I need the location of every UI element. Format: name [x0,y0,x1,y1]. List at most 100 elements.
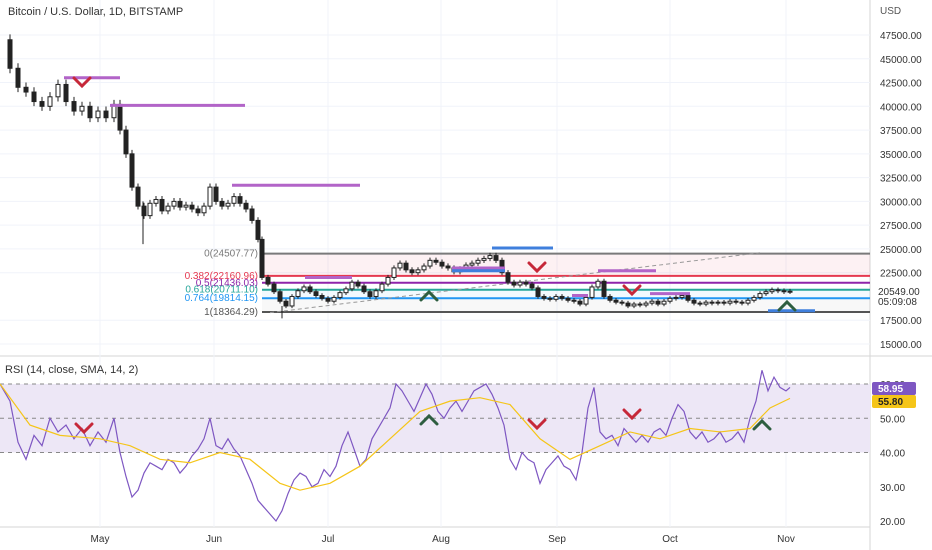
candle-down [307,286,313,293]
candle-up [397,262,403,269]
candle-up [631,303,637,307]
fib-zone-0618-0764 [262,289,870,299]
candle-down [733,300,739,303]
candle-down [259,238,265,278]
candle-down [601,280,607,297]
candle-down [195,208,201,214]
candle-up [649,300,655,304]
candle-up [727,300,733,304]
candle-down [7,39,13,69]
rsi-line [0,370,791,523]
candles [7,34,793,319]
rsi-sell-marker [527,418,547,431]
candle-down [237,196,243,204]
candle-up [643,302,649,306]
price-tick-label: 42500.00 [880,79,922,90]
candle-up [421,265,427,271]
candle-down [577,300,583,305]
candle-down [63,83,69,103]
candle-up [679,295,685,298]
candle-up [787,290,793,293]
candle-up [487,255,493,259]
candle-up [153,198,159,204]
rsi-sell-marker [622,408,642,421]
price-tick-label: 30000.00 [880,197,922,208]
buy-signal-marker [777,299,797,312]
time-tick-label: Oct [662,534,678,545]
candle-down [159,198,165,212]
candle-down [637,303,643,306]
candle-down [117,103,123,131]
fib-level-label: 0(24507.77) [204,249,258,260]
rsi-pane[interactable] [0,370,870,523]
rsi-tick-label: 50.00 [880,414,905,425]
time-tick-label: Aug [432,534,450,545]
candle-down [325,297,331,302]
candle-down [493,255,499,261]
candle-down [535,287,541,297]
candle-down [709,301,715,304]
candle-down [255,219,261,240]
candle-up [289,295,295,307]
candle-up [427,259,433,267]
candle-up [589,286,595,298]
last-price-tag: 20549.00 05:09:08 [872,285,932,308]
candle-down [445,265,451,269]
candle-up [385,276,391,285]
rsi-tick-label: 30.00 [880,483,905,494]
candle-down [565,297,571,301]
candle-down [283,300,289,307]
rsi-tick-label: 40.00 [880,449,905,460]
price-tick-label: 27500.00 [880,221,922,232]
candle-up [475,259,481,264]
time-tick-label: Sep [548,534,566,545]
candle-down [403,262,409,271]
candle-up [183,204,189,208]
candle-up [751,296,757,301]
sell-signal-marker [527,261,547,274]
candle-up [231,196,237,204]
fib-zone-0-0382 [262,253,870,276]
fib-level-label: 1(18364.29) [204,307,258,318]
candle-up [147,202,153,217]
candle-down [15,67,21,88]
chart-title: Bitcoin / U.S. Dollar, 1D, BITSTAMP [8,6,183,18]
candle-down [249,208,255,221]
candle-up [583,296,589,305]
rsi-title: RSI (14, close, SMA, 14, 2) [5,364,138,376]
candle-down [103,110,109,119]
fib-level-label: 0.618(20711.10) [185,285,258,296]
candle-up [667,297,673,302]
candle-up [517,281,523,286]
candle-down [189,204,195,210]
candle-up [757,293,763,298]
time-tick-label: Nov [777,534,795,545]
candle-down [313,291,319,297]
fib-level-label: 0.382(22160.96) [185,271,258,282]
candle-up [379,283,385,292]
candle-down [265,276,271,285]
price-tick-label: 25000.00 [880,245,922,256]
candle-up [55,83,61,98]
candle-up [331,296,337,302]
rsi-tick-label: 20.00 [880,517,905,528]
candle-down [71,101,77,112]
candle-down [541,295,547,299]
candle-down [319,295,325,299]
candle-down [135,186,141,207]
countdown-label: 05:09:08 [878,297,917,308]
sell-signal-marker [622,284,642,297]
price-tick-label: 17500.00 [880,316,922,327]
candle-down [781,290,787,293]
candle-up [553,295,559,300]
candle-down [691,299,697,304]
candle-up [207,186,213,207]
rsi-ma-label: 55.80 [878,397,903,408]
drawings[interactable] [64,76,815,313]
candle-up [415,269,421,274]
candle-down [271,283,277,293]
candle-down [243,202,249,210]
sell-signal-marker [72,76,92,89]
